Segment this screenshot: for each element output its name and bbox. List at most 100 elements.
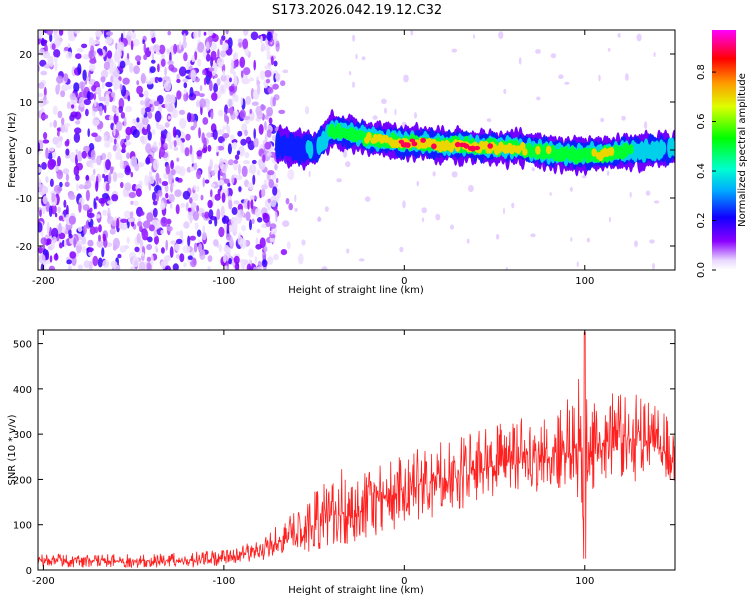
noise-speckle — [115, 42, 118, 50]
noise-speckle — [227, 37, 233, 49]
noise-speckle — [171, 169, 176, 176]
noise-speckle — [170, 240, 177, 245]
noise-speckle — [653, 52, 656, 57]
noise-speckle — [219, 84, 227, 95]
noise-speckle — [233, 255, 240, 265]
noise-speckle — [95, 196, 99, 201]
signal-band — [545, 145, 552, 155]
noise-speckle — [352, 81, 355, 88]
noise-speckle — [144, 107, 151, 113]
noise-speckle — [202, 69, 207, 76]
noise-speckle — [65, 214, 70, 225]
noise-speckle — [202, 177, 205, 188]
noise-speckle — [244, 48, 249, 56]
noise-speckle — [82, 204, 90, 211]
noise-speckle — [151, 52, 155, 62]
signal-band — [660, 141, 667, 155]
noise-speckle — [65, 148, 70, 156]
noise-speckle — [531, 167, 535, 172]
noise-speckle — [183, 262, 187, 268]
noise-speckle — [550, 53, 557, 59]
noise-speckle — [175, 134, 179, 142]
noise-speckle — [229, 134, 235, 141]
noise-speckle — [164, 66, 167, 77]
noise-speckle — [166, 131, 172, 143]
noise-speckle — [598, 74, 601, 82]
noise-speckle — [53, 30, 58, 40]
noise-speckle — [85, 76, 90, 81]
noise-speckle — [216, 208, 221, 221]
noise-speckle — [267, 87, 274, 94]
noise-speckle — [234, 154, 240, 160]
noise-speckle — [174, 189, 182, 197]
noise-speckle — [106, 31, 113, 36]
noise-speckle — [146, 262, 152, 270]
noise-speckle — [652, 262, 655, 270]
noise-speckle — [119, 159, 124, 170]
noise-speckle — [468, 184, 474, 193]
noise-speckle — [57, 206, 61, 213]
noise-speckle — [206, 132, 212, 138]
noise-speckle — [135, 55, 142, 62]
noise-speckle — [45, 147, 49, 159]
noise-speckle — [136, 80, 140, 86]
noise-speckle — [130, 200, 134, 205]
snr-x-label: Height of straight line (km) — [288, 585, 424, 596]
noise-speckle — [112, 237, 120, 249]
noise-speckle — [298, 253, 304, 265]
noise-speckle — [125, 126, 132, 136]
noise-speckle — [93, 56, 96, 63]
noise-speckle — [168, 141, 174, 150]
noise-speckle — [216, 78, 221, 86]
noise-speckle — [212, 129, 218, 140]
noise-speckle — [151, 59, 156, 64]
noise-speckle — [46, 221, 50, 233]
noise-speckle — [236, 150, 241, 156]
noise-speckle — [116, 121, 123, 132]
signal-band — [366, 132, 372, 141]
noise-speckle — [222, 133, 230, 139]
noise-speckle — [152, 200, 158, 206]
noise-speckle — [536, 96, 541, 101]
noise-speckle — [530, 233, 536, 238]
noise-speckle — [193, 162, 198, 171]
noise-speckle — [41, 114, 49, 120]
noise-speckle — [185, 202, 189, 212]
noise-speckle — [253, 128, 256, 140]
noise-speckle — [348, 71, 352, 76]
signal-band — [383, 135, 390, 144]
noise-speckle — [75, 120, 81, 125]
noise-speckle — [179, 253, 185, 263]
noise-speckle — [57, 130, 60, 137]
noise-speckle — [201, 147, 208, 154]
noise-speckle — [42, 205, 46, 215]
noise-speckle — [149, 66, 156, 73]
noise-speckle — [174, 243, 181, 252]
noise-speckle — [111, 194, 119, 202]
noise-speckle — [124, 141, 132, 146]
noise-speckle — [247, 182, 254, 191]
noise-speckle — [272, 83, 279, 90]
noise-speckle — [287, 169, 295, 181]
noise-speckle — [256, 169, 261, 176]
noise-speckle — [223, 178, 230, 184]
noise-speckle — [260, 35, 263, 44]
noise-speckle — [233, 71, 237, 78]
noise-speckle — [52, 136, 59, 145]
signal-band — [275, 131, 281, 160]
noise-speckle — [264, 65, 271, 70]
noise-speckle — [104, 141, 111, 148]
noise-speckle — [161, 53, 165, 60]
signal-band — [463, 143, 470, 149]
y-tick-label: 300 — [13, 430, 32, 441]
noise-speckle — [81, 43, 88, 49]
noise-speckle — [192, 257, 197, 266]
noise-speckle — [243, 67, 251, 76]
noise-speckle — [251, 218, 255, 225]
noise-speckle — [245, 211, 251, 222]
x-tick-label: -200 — [32, 576, 55, 587]
colorbar-tick-label: 0.2 — [696, 213, 707, 229]
noise-speckle — [238, 186, 242, 192]
x-tick-label: -200 — [32, 276, 55, 287]
noise-speckle — [223, 244, 230, 253]
